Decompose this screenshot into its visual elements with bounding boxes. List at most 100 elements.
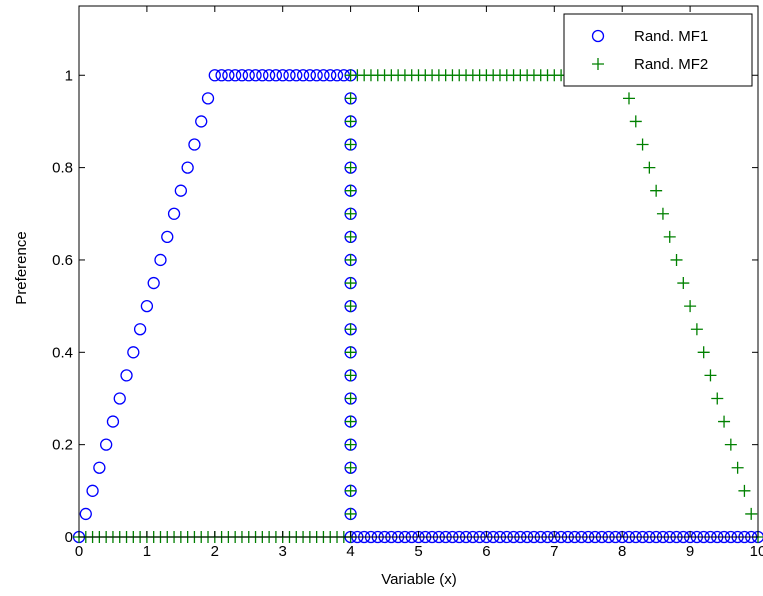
legend: Rand. MF1 Rand. MF2	[563, 13, 753, 87]
x-tick-label: 3	[279, 543, 287, 560]
data-point-circle	[79, 507, 92, 521]
data-point-plus	[344, 484, 357, 497]
legend-label-mf1: Rand. MF1	[634, 28, 708, 45]
y-tick-label: 0.4	[52, 344, 73, 361]
legend-box	[563, 13, 753, 87]
x-tick-label: 10	[750, 543, 763, 560]
x-tick-label: 1	[143, 543, 151, 560]
data-point-circle	[181, 161, 194, 174]
data-point-plus	[344, 230, 357, 243]
legend-marker-circle	[591, 29, 605, 43]
data-point-circle	[296, 69, 310, 82]
data-point-plus	[697, 346, 710, 359]
data-point-circle	[317, 69, 330, 82]
data-point-circle	[161, 230, 174, 244]
data-point-circle	[127, 346, 140, 359]
data-point-plus	[344, 392, 357, 405]
data-point-circle	[201, 92, 215, 105]
data-point-circle	[276, 69, 289, 82]
data-point-plus	[344, 253, 357, 266]
data-point-plus	[344, 115, 357, 128]
data-point-plus	[704, 369, 717, 382]
data-point-circle	[208, 69, 221, 82]
data-point-plus	[724, 438, 737, 451]
y-axis-label: Preference	[13, 231, 30, 304]
data-point-circle	[235, 69, 249, 82]
data-point-circle	[249, 69, 262, 82]
x-tick-label: 4	[346, 543, 354, 560]
y-tick-label: 0	[65, 529, 73, 546]
data-point-plus	[650, 184, 663, 197]
y-tick-label: 1	[65, 67, 73, 84]
data-point-plus	[636, 138, 649, 151]
data-point-plus	[344, 184, 357, 197]
data-point-circle	[229, 69, 242, 82]
data-point-circle	[330, 69, 344, 82]
data-point-circle	[256, 69, 269, 82]
data-point-circle	[167, 207, 181, 220]
data-point-circle	[174, 184, 188, 197]
data-point-circle	[106, 415, 120, 428]
data-point-plus	[344, 161, 357, 174]
axes: 0 1 2 3 4 5 6 7 8 9 10 0 0.2 0.4 0.6 0.8 1	[52, 5, 763, 560]
data-point-circle	[188, 138, 201, 151]
x-tick-label: 2	[211, 543, 219, 560]
data-point-plus	[629, 115, 642, 128]
data-point-circle	[269, 69, 283, 82]
x-tick-label: 7	[550, 543, 558, 560]
data-point-circle	[133, 323, 147, 336]
data-point-circle	[324, 69, 337, 82]
data-point-plus	[718, 415, 731, 428]
data-point-circle	[154, 253, 167, 267]
data-point-plus	[622, 92, 635, 105]
data-point-plus	[344, 207, 357, 220]
data-point-plus	[344, 277, 357, 290]
x-tick-label: 8	[618, 543, 626, 560]
data-point-circle	[283, 69, 296, 82]
y-tick-label: 0.8	[52, 160, 73, 177]
data-point-circle	[303, 69, 317, 82]
data-point-circle	[215, 69, 228, 82]
x-tick-label: 5	[414, 543, 422, 560]
data-point-circle	[113, 392, 126, 405]
data-point-circle	[290, 69, 303, 82]
data-point-circle	[310, 69, 323, 82]
data-point-circle	[140, 299, 154, 313]
data-point-plus	[731, 461, 744, 474]
y-tick-label: 0.6	[52, 252, 73, 269]
data-point-plus	[643, 161, 656, 174]
x-tick-label: 0	[75, 543, 83, 560]
data-point-plus	[344, 92, 357, 105]
data-point-plus	[670, 253, 683, 266]
data-point-plus	[663, 230, 676, 243]
x-tick-label: 6	[482, 543, 490, 560]
data-point-circle	[120, 369, 133, 382]
legend-label-mf2: Rand. MF2	[634, 56, 708, 73]
data-point-plus	[344, 415, 357, 428]
y-tick-label: 0.2	[52, 437, 73, 454]
data-point-plus	[344, 300, 357, 313]
data-point-plus	[344, 507, 357, 520]
data-point-circle	[93, 461, 106, 474]
data-point-plus	[656, 207, 669, 220]
data-point-plus	[344, 438, 357, 451]
x-tick-label: 9	[686, 543, 694, 560]
data-point-circle	[86, 484, 99, 497]
data-point-circle	[100, 438, 113, 451]
data-point-circle	[262, 69, 276, 82]
data-point-circle	[222, 69, 235, 82]
data-point-plus	[684, 300, 697, 313]
data-point-circle	[242, 69, 255, 82]
data-point-plus	[690, 323, 703, 336]
data-point-plus	[344, 323, 357, 336]
legend-item-mf1: Rand. MF1	[591, 28, 708, 45]
data-point-plus	[344, 369, 357, 382]
legend-marker-plus	[592, 58, 604, 70]
data-point-plus	[711, 392, 724, 405]
x-axis-label: Variable (x)	[381, 571, 457, 588]
data-point-plus	[344, 461, 357, 474]
data-point-plus	[745, 507, 758, 520]
data-point-plus	[738, 484, 751, 497]
